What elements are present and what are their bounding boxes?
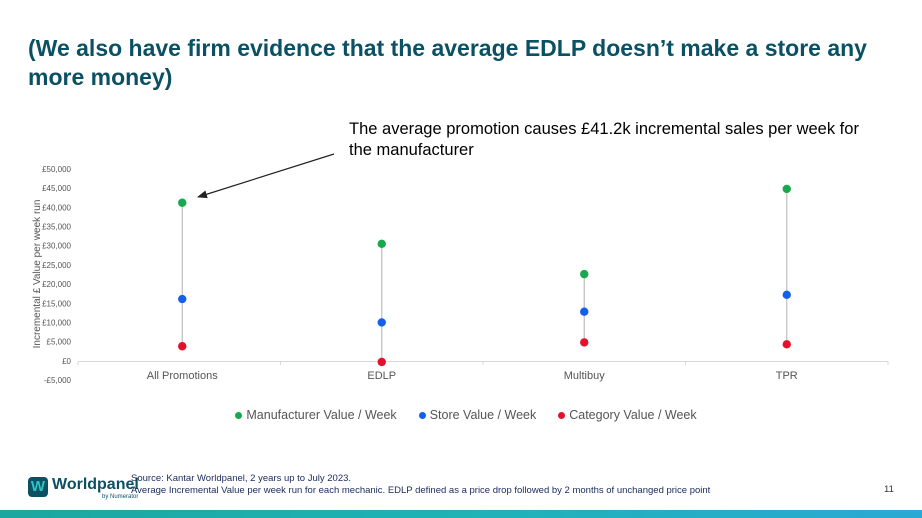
y-tick-label: £45,000 — [42, 184, 71, 193]
source-note: Source: Kantar Worldpanel, 2 years up to… — [131, 473, 710, 497]
y-tick-label: £35,000 — [42, 223, 71, 232]
legend-dot-manufacturer — [235, 411, 243, 419]
y-tick-label: -£5,000 — [44, 376, 72, 385]
callout-arrow — [197, 153, 335, 199]
data-point-category — [178, 342, 187, 351]
page-number: 11 — [884, 484, 894, 495]
legend-label-category: Category Value / Week — [569, 408, 697, 422]
data-point-category — [782, 340, 791, 349]
y-tick-label: £10,000 — [42, 318, 71, 327]
x-tick-label: All Promotions — [147, 370, 218, 382]
data-point-category — [580, 338, 589, 347]
y-tick-label: £5,000 — [47, 338, 72, 347]
y-tick-label: £15,000 — [42, 299, 71, 308]
legend-label-store: Store Value / Week — [429, 408, 537, 422]
data-point-manufacturer — [782, 184, 791, 194]
data-point-manufacturer — [377, 239, 386, 249]
legend-dot-category — [558, 411, 566, 419]
logo-name: Worldpanel — [52, 476, 139, 493]
y-tick-label: £50,000 — [42, 165, 71, 174]
data-point-store — [377, 318, 386, 327]
worldpanel-logo: W Worldpanel by Numerator — [28, 477, 139, 500]
logo-subtitle: by Numerator — [102, 494, 139, 500]
data-point-store — [782, 290, 791, 300]
x-tick-label: TPR — [776, 370, 798, 382]
data-point-manufacturer — [178, 198, 187, 207]
legend-dot-store — [418, 411, 426, 419]
legend-label-manufacturer: Manufacturer Value / Week — [246, 408, 397, 422]
dot-plot-chart: Incremental £ Value per week run -£5,000… — [32, 153, 889, 385]
x-tick-label: Multibuy — [564, 370, 605, 382]
y-tick-label: £20,000 — [42, 280, 71, 289]
data-point-store — [178, 294, 187, 304]
data-point-manufacturer — [580, 269, 589, 279]
worldpanel-logo-icon: W — [28, 477, 48, 497]
page-title: (We also have firm evidence that the ave… — [28, 35, 867, 90]
legend-item-manufacturer: Manufacturer Value / Week — [235, 408, 397, 422]
data-point-store — [580, 307, 589, 316]
y-tick-label: £25,000 — [42, 261, 71, 270]
source-line-1: Source: Kantar Worldpanel, 2 years up to… — [131, 473, 352, 484]
y-tick-label: £40,000 — [42, 203, 71, 212]
chart-legend: Manufacturer Value / Week Store Value / … — [0, 408, 922, 422]
legend-item-store: Store Value / Week — [418, 408, 537, 422]
logo-wordmark: Worldpanel by Numerator — [52, 476, 139, 501]
x-tick-label: EDLP — [367, 370, 396, 382]
footer-accent-bar — [0, 510, 922, 518]
y-tick-label: £0 — [62, 357, 71, 366]
y-axis-label: Incremental £ Value per week run — [32, 200, 43, 349]
data-point-category — [377, 357, 386, 367]
legend-item-category: Category Value / Week — [558, 408, 697, 422]
callout-annotation: The average promotion causes £41.2k incr… — [349, 120, 859, 159]
y-tick-label: £30,000 — [42, 242, 71, 251]
source-line-2: Average Incremental Value per week run f… — [131, 485, 711, 496]
